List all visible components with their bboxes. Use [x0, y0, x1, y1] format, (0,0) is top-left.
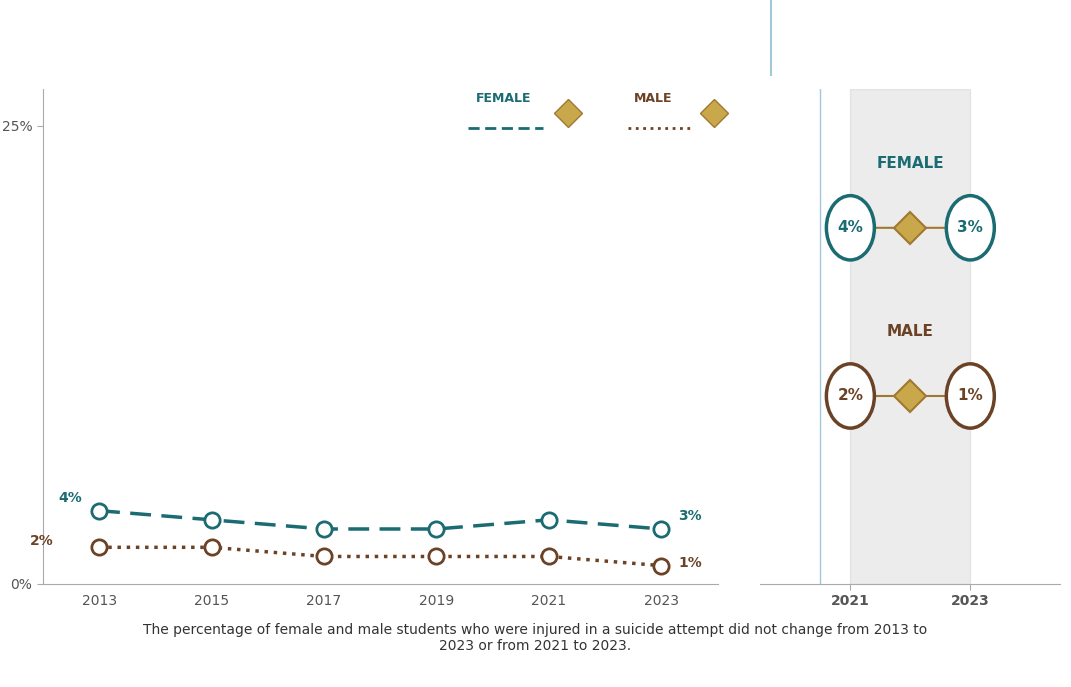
Text: 1%: 1%: [678, 556, 702, 570]
Text: 3%: 3%: [678, 509, 702, 523]
Ellipse shape: [947, 196, 994, 260]
Text: 1%: 1%: [957, 388, 983, 403]
Text: 4%: 4%: [59, 491, 82, 504]
Bar: [850, 89, 970, 584]
Text: FEMALE: FEMALE: [476, 92, 531, 104]
Ellipse shape: [827, 196, 874, 260]
Text: 2%: 2%: [30, 534, 55, 548]
Text: 2%: 2%: [838, 388, 863, 403]
Ellipse shape: [827, 364, 874, 428]
Text: MALE: MALE: [634, 92, 673, 104]
Text: 2-Year Change
by Sex: 2-Year Change by Sex: [832, 16, 1010, 59]
Text: MALE: MALE: [887, 324, 934, 339]
Text: 4%: 4%: [838, 221, 863, 236]
Text: The percentage of female and male students who were injured in a suicide attempt: The percentage of female and male studen…: [144, 623, 927, 653]
Text: FEMALE: FEMALE: [876, 156, 945, 171]
Ellipse shape: [947, 364, 994, 428]
Text: 10-Year Trend by Sex: 10-Year Trend by Sex: [255, 27, 516, 48]
Text: 3%: 3%: [957, 221, 983, 236]
